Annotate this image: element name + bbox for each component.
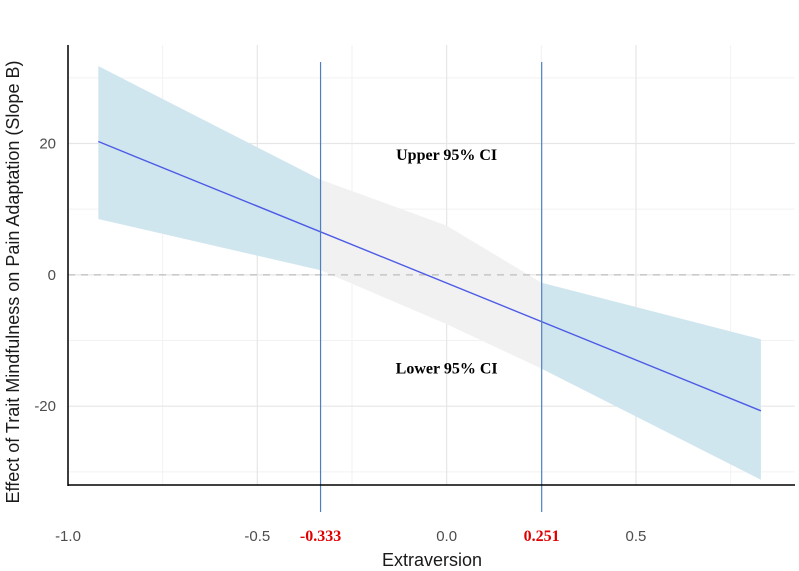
estimate-line (98, 140, 762, 412)
y-tick-label: 0 (48, 267, 56, 284)
axes (67, 45, 795, 486)
x-tick-label: 0.0 (436, 528, 457, 545)
slope-estimate-line (98, 140, 762, 412)
x-tick-label: 0.5 (626, 528, 647, 545)
annotations: Upper 95% CI Lower 95% CI (396, 147, 498, 377)
ci-band-significant-left (98, 66, 321, 271)
ci-annotation: Lower 95% CI (396, 360, 498, 377)
x-tick-label: -0.5 (244, 528, 270, 545)
y-axis-title: Effect of Trait Mindfulness on Pain Adap… (3, 61, 23, 504)
johnson-neyman-lines: -0.333 0.251 (300, 62, 560, 545)
ci-annotation: Upper 95% CI (396, 147, 497, 164)
ci-band-significant-right (541, 282, 761, 480)
ci-band-nonsignificant (320, 179, 542, 369)
jn-point-label: -0.333 (300, 528, 341, 545)
x-tick-label: -1.0 (55, 528, 81, 545)
y-tick-label: 20 (39, 136, 56, 153)
x-axis-title: Extraversion (382, 550, 482, 570)
confidence-band (98, 66, 761, 480)
y-tick-label: -20 (34, 398, 56, 415)
tick-labels: -1.0 -0.5 0.0 0.5 -20 0 20 (34, 136, 646, 545)
jn-point-label: 0.251 (524, 528, 560, 545)
